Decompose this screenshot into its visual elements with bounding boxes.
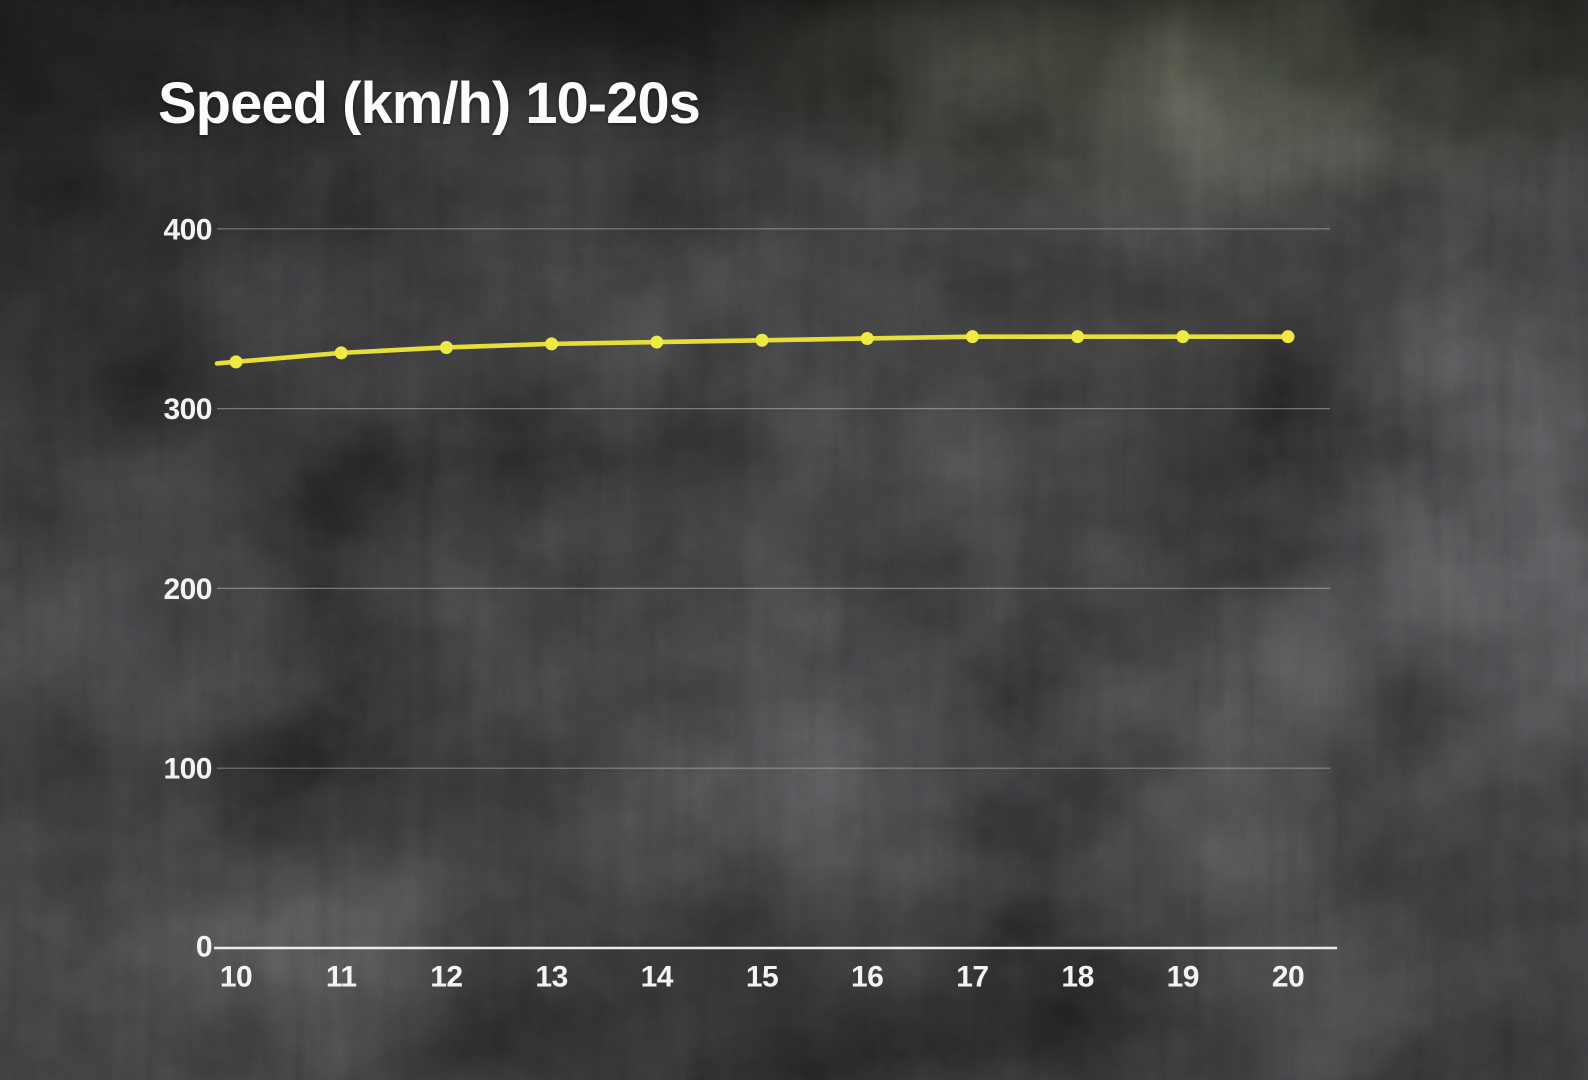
data-point bbox=[1281, 330, 1295, 344]
x-tick-label: 15 bbox=[746, 961, 778, 994]
x-tick-label: 14 bbox=[641, 961, 674, 994]
x-tick-label: 12 bbox=[430, 961, 462, 994]
data-point bbox=[755, 333, 769, 347]
x-tick-label: 17 bbox=[956, 961, 988, 994]
y-tick-label: 0 bbox=[196, 931, 212, 964]
data-point bbox=[1071, 330, 1085, 344]
x-tick-label: 13 bbox=[535, 961, 567, 994]
x-tick-label: 18 bbox=[1061, 961, 1093, 994]
y-tick-label: 200 bbox=[163, 573, 212, 606]
data-point bbox=[229, 355, 243, 369]
y-tick-label: 300 bbox=[163, 393, 212, 426]
data-point bbox=[545, 337, 559, 351]
y-tick-label: 400 bbox=[163, 213, 212, 246]
x-tick-label: 20 bbox=[1272, 961, 1304, 994]
y-tick-label: 100 bbox=[163, 753, 212, 786]
x-tick-label: 11 bbox=[326, 961, 357, 994]
data-point bbox=[439, 340, 453, 354]
chart-title: Speed (km/h) 10-20s bbox=[158, 71, 701, 136]
data-point bbox=[1176, 330, 1190, 344]
speed-line bbox=[214, 334, 1291, 366]
data-point bbox=[965, 330, 979, 344]
data-point bbox=[860, 331, 874, 345]
data-point bbox=[650, 335, 664, 349]
x-tick-label: 10 bbox=[220, 961, 252, 994]
x-tick-label: 19 bbox=[1167, 961, 1199, 994]
x-tick-label: 16 bbox=[851, 961, 883, 994]
data-point bbox=[334, 346, 348, 360]
